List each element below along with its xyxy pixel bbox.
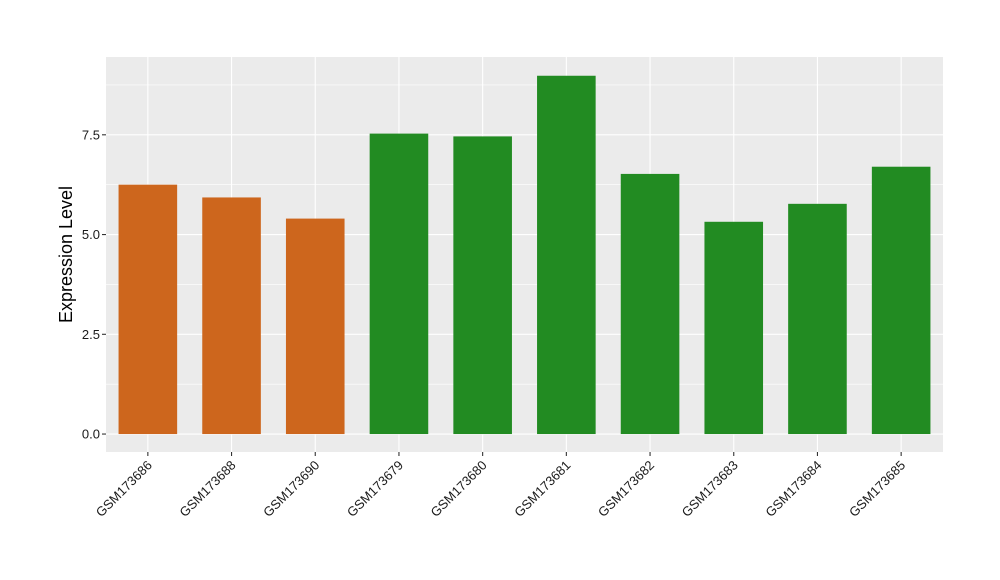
y-tick-label: 2.5	[82, 327, 100, 342]
x-tick-label: GSM173688	[176, 458, 238, 520]
bar-GSM173680	[453, 136, 512, 435]
bar-GSM173683	[704, 221, 764, 435]
bar-GSM173688	[202, 197, 261, 435]
x-tick-label: GSM173680	[428, 458, 490, 520]
bar-GSM173686	[118, 184, 178, 435]
x-tick-label: GSM173681	[511, 458, 573, 520]
bar-GSM173682	[620, 173, 680, 435]
bars	[118, 75, 931, 435]
y-tick-label: 0.0	[82, 427, 100, 442]
x-tick-label: GSM173684	[762, 458, 824, 520]
x-tick-label: GSM173685	[846, 458, 908, 520]
y-tick-label: 7.5	[82, 127, 100, 142]
bar-GSM173679	[369, 133, 429, 435]
y-axis: 0.0 2.5 5.0 7.5	[82, 127, 106, 442]
x-tick-label: GSM173682	[595, 458, 657, 520]
bar-GSM173685	[871, 166, 931, 435]
bar-GSM173681	[537, 75, 596, 435]
x-tick-label: GSM173690	[260, 458, 322, 520]
y-tick-label: 5.0	[82, 227, 100, 242]
y-axis-title: Expression Level	[56, 186, 76, 323]
x-tick-label: GSM173686	[93, 458, 155, 520]
bar-GSM173690	[285, 218, 345, 435]
x-tick-label: GSM173683	[679, 458, 741, 520]
bar-GSM173684	[788, 203, 847, 435]
x-axis: GSM173686 GSM173688 GSM173690 GSM173679 GSM1…	[93, 452, 908, 520]
x-tick-label: GSM173679	[344, 458, 406, 520]
